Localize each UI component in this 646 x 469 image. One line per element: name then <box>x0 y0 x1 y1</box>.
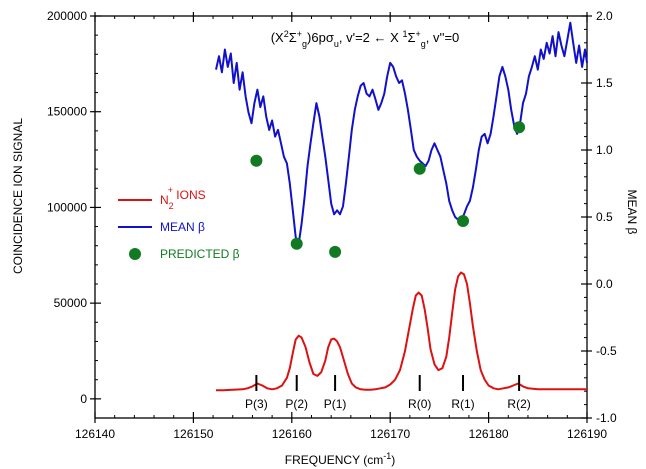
ion-signal-line <box>216 271 587 392</box>
predicted-beta-point <box>250 154 263 167</box>
axes <box>94 15 588 419</box>
annotation-part: (X <box>271 30 284 45</box>
legend-label: MEAN β <box>160 220 205 234</box>
left-tick-label: 150000 <box>47 105 87 119</box>
legend-swatch-marker <box>129 248 141 260</box>
left-tick-label: 200000 <box>47 9 87 23</box>
left-axis-title: COINCIDENCE ION SIGNAL <box>11 118 25 274</box>
predicted-beta-point <box>329 245 342 258</box>
left-tick-label: 50000 <box>54 296 88 310</box>
x-tick-label: 126180 <box>469 427 509 441</box>
annotation-part: 2 <box>284 29 289 39</box>
branch-label: R(1) <box>451 397 474 411</box>
branch-labels: P(3) P(2) P(1) R(0) R(1) R(2) <box>245 375 531 411</box>
predicted-beta-point <box>290 237 303 250</box>
left-tick-label: 100000 <box>47 200 87 214</box>
annotation-part: Σ <box>289 30 297 45</box>
right-tick-label: -0.5 <box>596 344 617 358</box>
right-tick-label: 0.0 <box>596 277 613 291</box>
legend: N2+ IONS MEAN β PREDICTED β <box>118 185 240 261</box>
right-tick-label: 1.0 <box>596 143 613 157</box>
left-tick-label: 0 <box>80 392 87 406</box>
x-tick-label: 126140 <box>75 427 115 441</box>
legend-label: PREDICTED β <box>160 247 240 261</box>
predicted-beta-point <box>413 162 426 175</box>
annotation-part: + <box>416 29 421 39</box>
annotation-part: u <box>334 39 339 49</box>
x-tick-label: 126150 <box>173 427 213 441</box>
annotation-part: Σ <box>407 30 415 45</box>
x-tick-label: 126190 <box>567 427 607 441</box>
annotation-part: ← <box>370 30 390 45</box>
series-layer <box>215 21 588 392</box>
annotation-part: g <box>302 39 307 49</box>
predicted-beta-point <box>457 215 470 228</box>
branch-label: R(0) <box>408 397 431 411</box>
branch-label: R(2) <box>507 397 530 411</box>
branch-label: P(3) <box>245 397 268 411</box>
right-axis-title: MEAN β <box>625 190 639 235</box>
mean-beta-line <box>215 21 588 245</box>
chart-annotation: (X2Σ+g)6pσu, v'=2 ← X 1Σ+g, v''=0 <box>271 29 460 49</box>
branch-label: P(2) <box>285 397 308 411</box>
x-axis-title: FREQUENCY (cm-1) <box>285 451 395 467</box>
annotation-part: X <box>390 30 402 45</box>
plot-frame <box>94 15 588 419</box>
right-tick-label: 1.5 <box>596 76 613 90</box>
annotation-part: )6pσ <box>307 30 334 45</box>
right-tick-label: 0.5 <box>596 210 613 224</box>
x-axis-ticks: 126140 126150 126160 126170 126180 126190 <box>75 12 607 441</box>
legend-label: N2+ IONS <box>160 185 206 211</box>
annotation-part: , v''=0 <box>426 30 460 45</box>
annotation-part: g <box>421 39 426 49</box>
annotation-part: , v'=2 <box>339 30 370 45</box>
annotation-part: + <box>297 29 302 39</box>
x-tick-label: 126170 <box>370 427 410 441</box>
left-axis-ticks: 0 50000 100000 150000 200000 <box>47 9 101 406</box>
annotation-part: 1 <box>402 29 407 39</box>
right-tick-label: 2.0 <box>596 9 613 23</box>
predicted-beta-point <box>513 121 526 134</box>
right-tick-label: -1.0 <box>596 411 617 425</box>
x-tick-label: 126160 <box>272 427 312 441</box>
right-axis-ticks: -1.0 -0.5 0.0 0.5 1.0 1.5 2.0 <box>581 9 617 425</box>
branch-label: P(1) <box>324 397 347 411</box>
